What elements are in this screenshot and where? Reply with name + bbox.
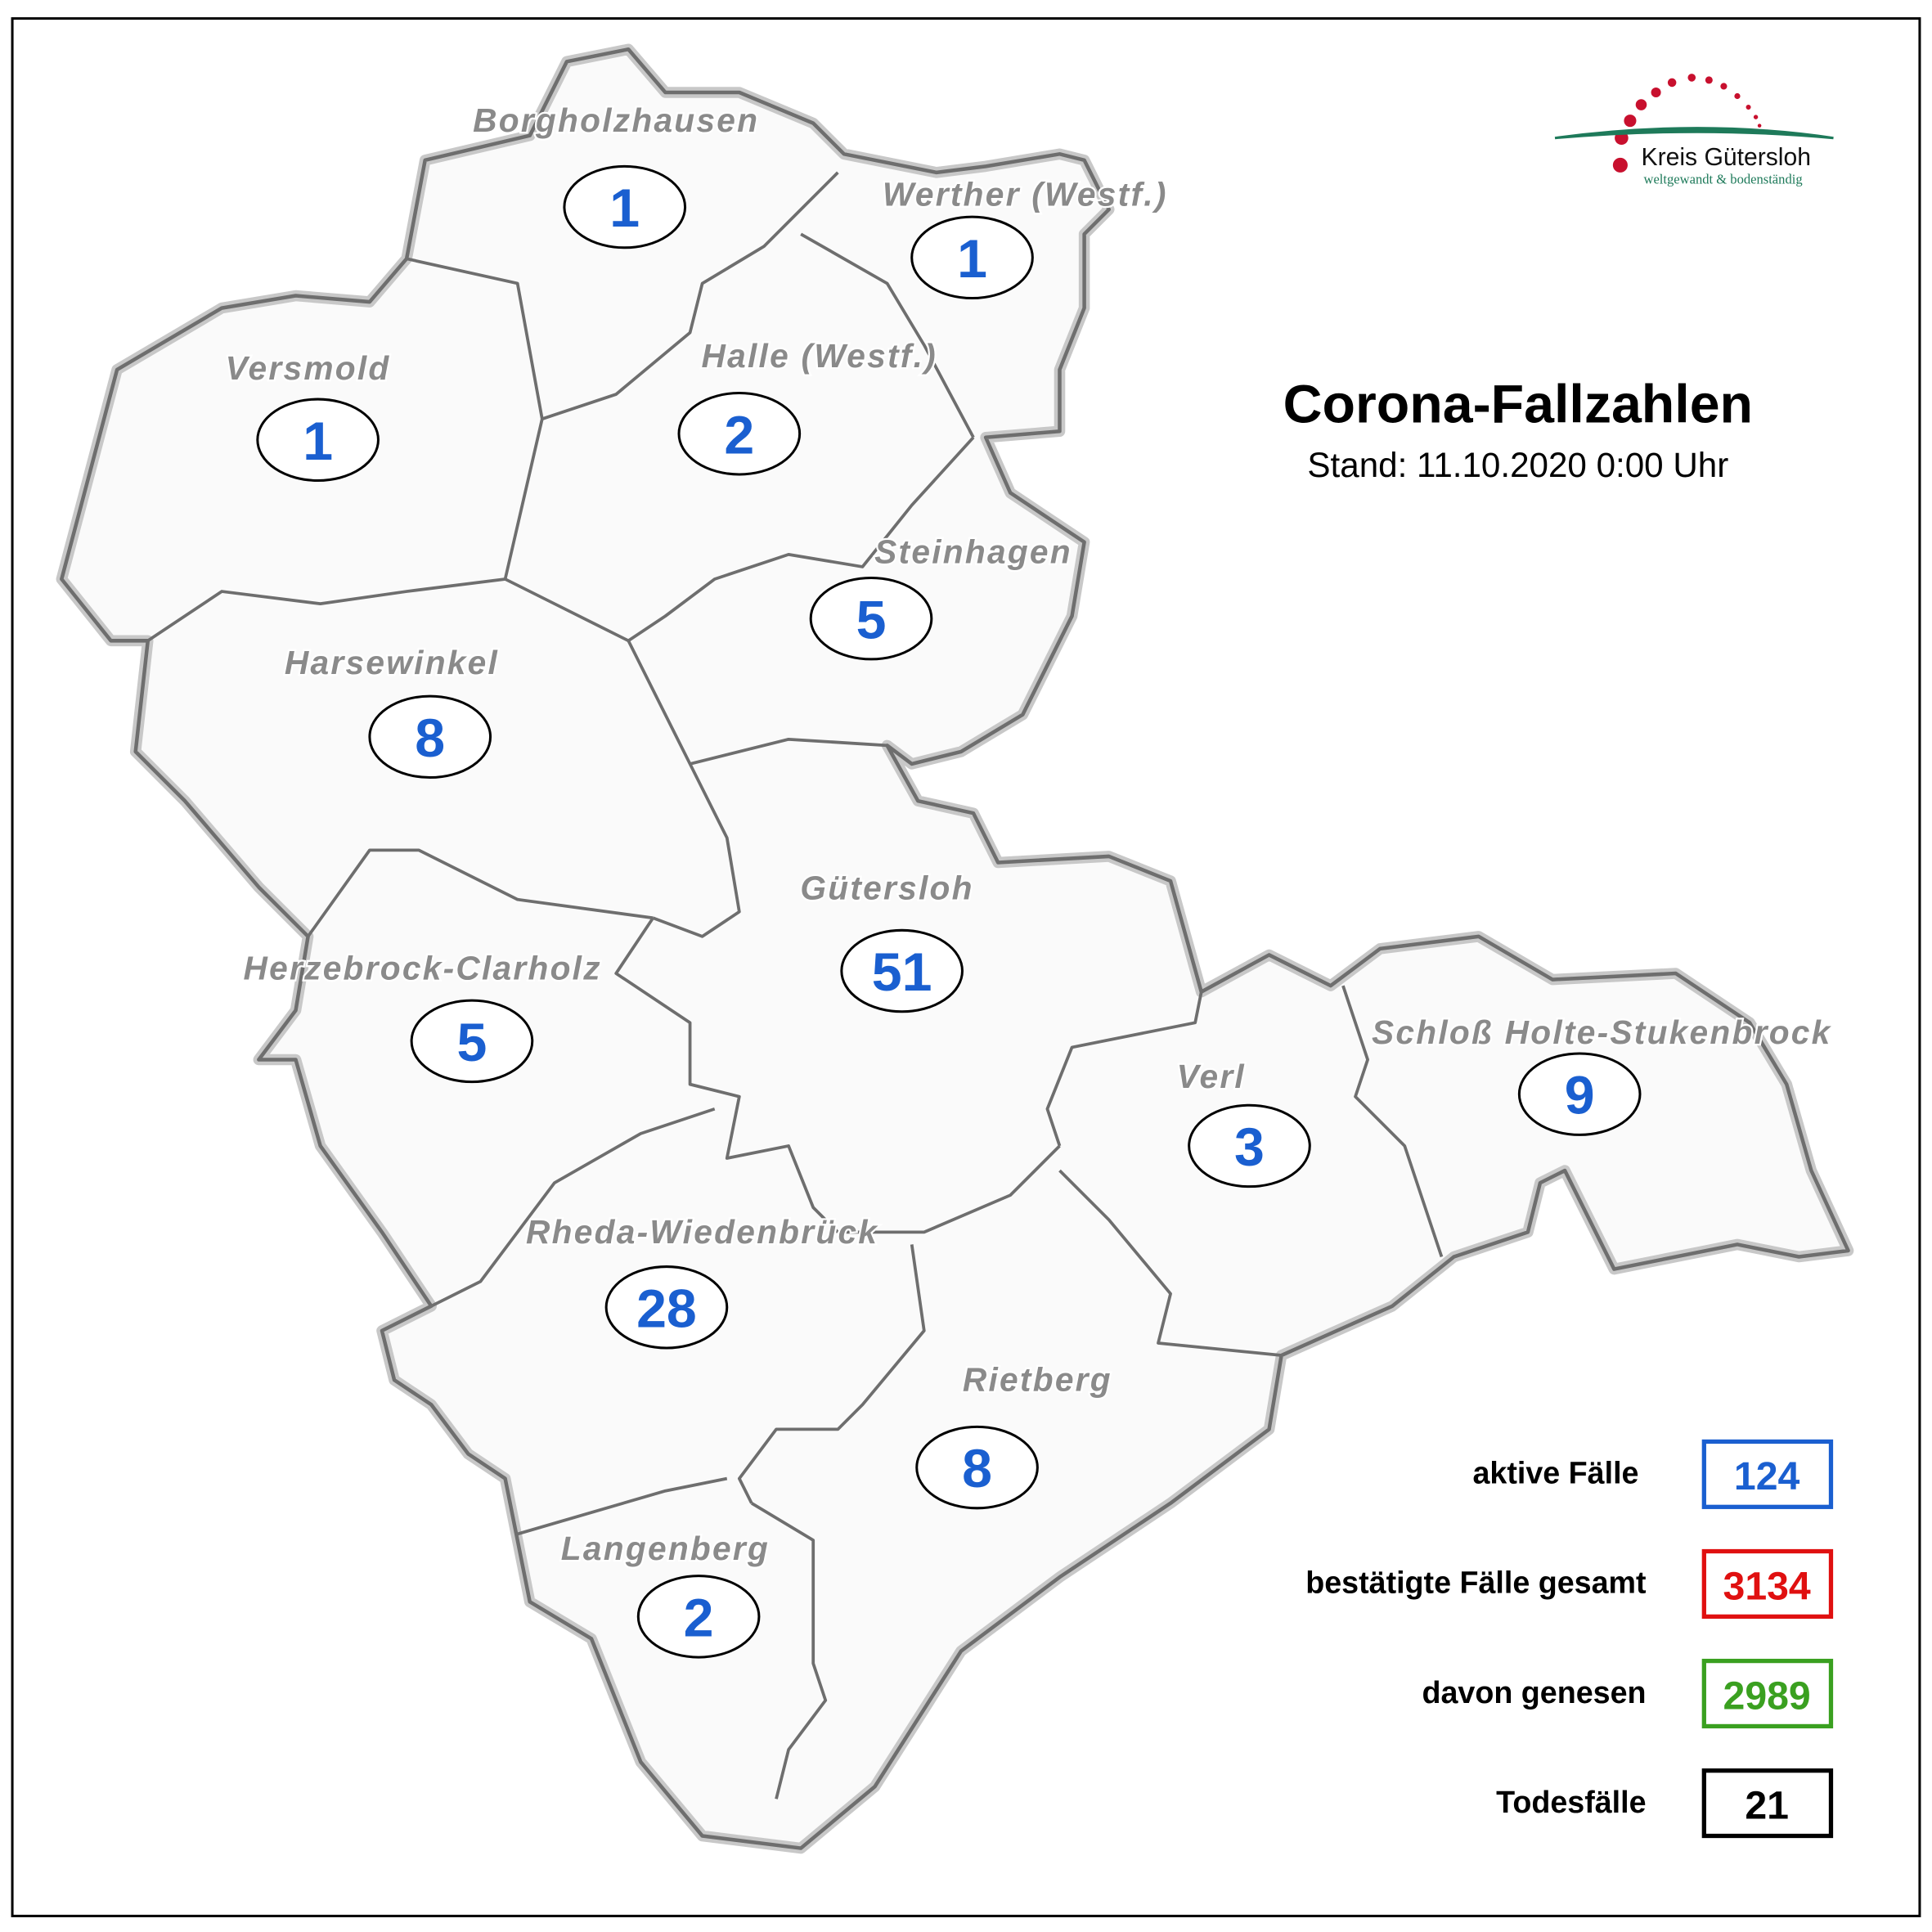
legend-label: davon genesen <box>1422 1675 1646 1710</box>
active-count: 2 <box>724 405 754 465</box>
count-ellipse <box>677 392 802 476</box>
legend-label: Todesfälle <box>1496 1785 1646 1819</box>
map-title: Corona-Fallzahlen <box>1283 375 1753 435</box>
active-count: 1 <box>609 178 640 239</box>
region-1[interactable]: Werther (Westf.) 1 <box>881 173 1168 300</box>
count-ellipse <box>809 576 933 661</box>
active-count: 5 <box>457 1013 487 1073</box>
logo-name: Kreis Gütersloh <box>1641 144 1811 171</box>
region-3[interactable]: Halle (Westf.) 2 <box>677 335 937 476</box>
active-count: 1 <box>957 229 987 290</box>
active-count: 28 <box>636 1278 697 1339</box>
count-ellipse <box>410 999 534 1084</box>
active-count: 51 <box>872 942 932 1003</box>
legend-value: 3134 <box>1723 1564 1811 1608</box>
district-outline <box>56 43 1854 1854</box>
legend-label: bestätigte Fälle gesamt <box>1305 1566 1647 1600</box>
logo-dots-icon <box>1612 74 1762 173</box>
count-ellipse <box>1188 1103 1311 1188</box>
count-ellipse <box>910 215 1034 300</box>
region-8[interactable]: Verl 3 <box>1175 1056 1311 1188</box>
legend-box <box>1701 1439 1834 1509</box>
logo-slogan: weltgewandt & bodenständig <box>1644 171 1803 186</box>
count-ellipse <box>604 1265 729 1350</box>
region-name: Herzebrock-Clarholz <box>244 950 602 987</box>
region-11[interactable]: Rietberg 8 <box>915 1359 1112 1510</box>
active-count: 1 <box>303 411 333 472</box>
region-4[interactable]: Steinhagen 5 <box>809 531 1072 661</box>
legend-value: 124 <box>1734 1454 1800 1498</box>
region-10[interactable]: Rheda-Wiedenbrück 28 <box>524 1211 878 1350</box>
active-count: 9 <box>1565 1066 1595 1126</box>
map-subtitle: Stand: 11.10.2020 0:00 Uhr <box>1307 446 1728 484</box>
count-ellipse <box>368 694 492 780</box>
region-name: Langenberg <box>561 1530 770 1567</box>
region-12[interactable]: Langenberg 2 <box>559 1528 770 1659</box>
region-name: Steinhagen <box>874 532 1072 570</box>
region-name: Werther (Westf.) <box>883 176 1168 213</box>
region-7[interactable]: Herzebrock-Clarholz 5 <box>241 947 602 1084</box>
region-name: Harsewinkel <box>285 644 499 681</box>
count-ellipse <box>256 398 380 482</box>
count-ellipse <box>840 928 964 1013</box>
region-name: Gütersloh <box>800 869 973 907</box>
region-name: Borgholzhausen <box>473 101 759 139</box>
region-name: Schloß Holte-Stukenbrock <box>1372 1013 1832 1051</box>
region-name: Verl <box>1177 1058 1246 1095</box>
active-count: 2 <box>684 1588 714 1648</box>
active-count: 5 <box>856 590 887 650</box>
region-name: Versmold <box>226 349 391 387</box>
legend-value: 21 <box>1745 1783 1789 1827</box>
count-ellipse <box>915 1425 1039 1510</box>
region-2[interactable]: Versmold 1 <box>223 348 391 482</box>
active-count: 8 <box>415 708 445 769</box>
legend-box <box>1701 1658 1834 1729</box>
legend: aktive Fälle 124 bestätigte Fälle gesamt 31… <box>1305 1439 1834 1839</box>
count-ellipse <box>1517 1052 1642 1136</box>
count-ellipse <box>636 1575 761 1659</box>
legend-label: aktive Fälle <box>1473 1456 1639 1490</box>
region-0[interactable]: Borgholzhausen 1 <box>471 100 759 249</box>
legend-box <box>1701 1768 1834 1839</box>
region-name: Rheda-Wiedenbrück <box>526 1213 878 1251</box>
active-count: 8 <box>962 1439 992 1499</box>
region-name: Halle (Westf.) <box>702 337 937 375</box>
region-name: Rietberg <box>963 1361 1112 1399</box>
legend-box <box>1701 1548 1834 1620</box>
kreis-guetersloh-logo: Kreis Gütersloh weltgewandt & bodenständ… <box>1554 74 1834 186</box>
count-ellipse <box>563 164 687 249</box>
active-count: 3 <box>1234 1117 1265 1178</box>
region-5[interactable]: Harsewinkel 8 <box>283 642 499 780</box>
logo-arc-icon <box>1554 127 1834 140</box>
region-6[interactable]: Gütersloh 51 <box>798 867 974 1013</box>
legend-value: 2989 <box>1723 1674 1811 1718</box>
region-9[interactable]: Schloß Holte-Stukenbrock 9 <box>1370 1012 1832 1136</box>
municipal-borders <box>146 171 1444 1799</box>
